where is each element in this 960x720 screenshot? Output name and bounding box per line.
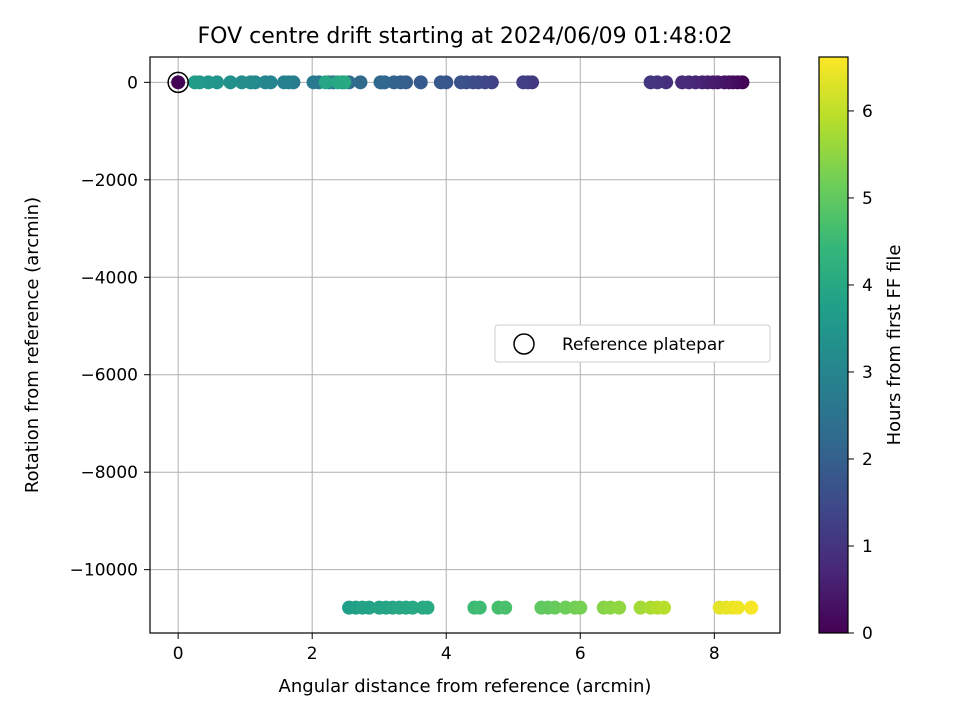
data-point [318, 75, 333, 90]
legend-label: Reference platepar [562, 335, 724, 355]
legend: Reference platepar [494, 324, 771, 363]
data-point [675, 75, 690, 90]
colorbar-tick-label: 4 [862, 276, 873, 296]
data-point [498, 600, 513, 615]
colorbar-tick-label: 1 [862, 537, 873, 557]
reference-point-fill [171, 75, 186, 90]
data-point [612, 600, 627, 615]
y-tick-label: −2000 [80, 171, 138, 191]
data-point [353, 75, 368, 90]
data-point [187, 75, 202, 90]
data-point [643, 75, 658, 90]
data-point [633, 600, 648, 615]
y-tick-label: −10000 [70, 561, 138, 581]
legend-marker [513, 333, 535, 355]
data-point [337, 75, 352, 90]
data-point [306, 75, 321, 90]
data-point [373, 75, 388, 90]
data-point [453, 75, 468, 90]
x-tick-label: 2 [307, 644, 318, 664]
data-point [420, 600, 435, 615]
data-point [547, 600, 562, 615]
data-point [234, 75, 249, 90]
colorbar-tick-label: 2 [862, 450, 873, 470]
y-axis-ticks: 0 −2000 −4000 −6000 −8000 −10000 [70, 73, 150, 581]
y-tick-label: −6000 [80, 366, 138, 386]
data-point [405, 600, 420, 615]
x-tick-label: 6 [575, 644, 586, 664]
data-point [657, 600, 672, 615]
reference-point-ring [167, 71, 189, 94]
data-point [730, 600, 745, 615]
data-point [472, 600, 487, 615]
y-tick-label: −8000 [80, 463, 138, 483]
y-axis-label: Rotation from reference (arcmin) [22, 197, 43, 493]
x-tick-label: 4 [441, 644, 452, 664]
data-point [744, 600, 759, 615]
y-tick-label: −4000 [80, 268, 138, 288]
data-point [223, 75, 238, 90]
colorbar-tick-label: 5 [862, 189, 873, 209]
data-point [433, 75, 448, 90]
colorbar-tick-label: 3 [862, 363, 873, 383]
x-tick-label: 8 [709, 644, 720, 664]
plot-frame [149, 56, 781, 634]
data-point [573, 600, 588, 615]
colorbar: 0 1 2 3 4 5 6 Hours from first FF file [818, 56, 905, 644]
y-tick-label: 0 [127, 73, 138, 93]
data-point [277, 75, 292, 90]
data-point [258, 75, 273, 90]
x-axis-ticks: 0 2 4 6 8 [173, 633, 720, 664]
x-axis-label: Angular distance from reference (arcmin) [279, 676, 652, 697]
colorbar-tick-label: 0 [862, 624, 873, 644]
data-point [362, 600, 377, 615]
chart-title: FOV centre drift starting at 2024/06/09 … [198, 24, 733, 49]
legend-box [494, 324, 771, 363]
colorbar-tick-label: 6 [862, 102, 873, 122]
data-point [516, 75, 531, 90]
x-tick-label: 0 [173, 644, 184, 664]
colorbar-label: Hours from first FF file [884, 245, 905, 446]
data-point [413, 75, 428, 90]
colorbar-gradient [818, 56, 849, 634]
data-points [187, 75, 759, 615]
reference-marker [167, 71, 189, 94]
colorbar-ticks: 0 1 2 3 4 5 6 [848, 102, 873, 644]
